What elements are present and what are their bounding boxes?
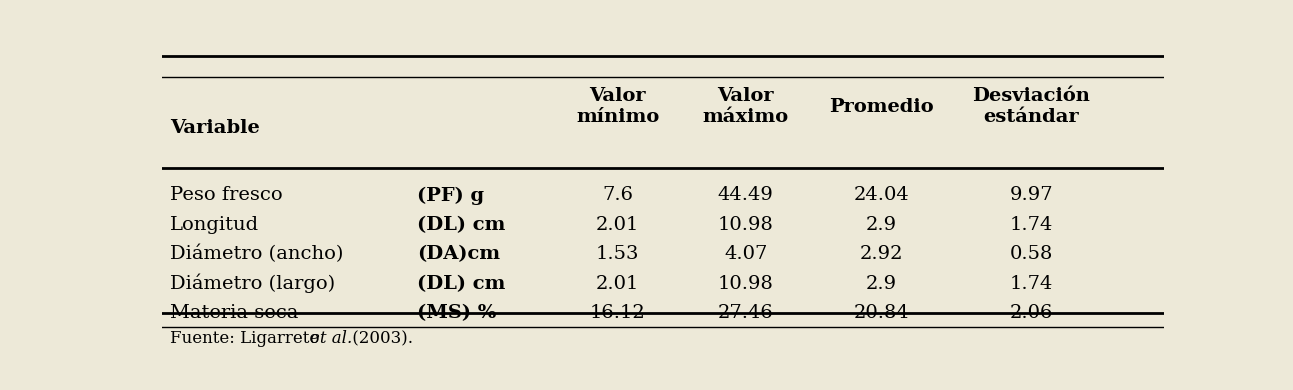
Text: (PF) g: (PF) g <box>418 186 485 205</box>
Text: 10.98: 10.98 <box>718 275 773 293</box>
Text: 2.9: 2.9 <box>865 216 896 234</box>
Text: 2.01: 2.01 <box>596 275 639 293</box>
Text: (2003).: (2003). <box>347 330 412 347</box>
Text: 2.01: 2.01 <box>596 216 639 234</box>
Text: (DA)cm: (DA)cm <box>418 245 500 263</box>
Text: 1.53: 1.53 <box>596 245 639 263</box>
Text: 27.46: 27.46 <box>718 304 773 322</box>
Text: (MS) %: (MS) % <box>418 304 497 322</box>
Text: Fuente: Ligarreto: Fuente: Ligarreto <box>169 330 325 347</box>
Text: 10.98: 10.98 <box>718 216 773 234</box>
Text: 0.58: 0.58 <box>1010 245 1053 263</box>
Text: 4.07: 4.07 <box>724 245 768 263</box>
Text: 1.74: 1.74 <box>1010 275 1053 293</box>
Text: 2.06: 2.06 <box>1010 304 1053 322</box>
Text: 7.6: 7.6 <box>603 186 634 204</box>
Text: 2.92: 2.92 <box>860 245 903 263</box>
Text: 1.74: 1.74 <box>1010 216 1053 234</box>
Text: Materia seca: Materia seca <box>169 304 297 322</box>
Text: Diámetro (largo): Diámetro (largo) <box>169 274 335 294</box>
Text: (DL) cm: (DL) cm <box>418 275 506 293</box>
Text: 20.84: 20.84 <box>853 304 909 322</box>
Text: Longitud: Longitud <box>169 216 259 234</box>
Text: Promedio: Promedio <box>829 98 934 116</box>
Text: 24.04: 24.04 <box>853 186 909 204</box>
Text: 9.97: 9.97 <box>1010 186 1054 204</box>
Text: Valor
mínimo: Valor mínimo <box>575 87 659 126</box>
Text: 16.12: 16.12 <box>590 304 645 322</box>
Text: Variable: Variable <box>169 119 260 137</box>
Text: (DL) cm: (DL) cm <box>418 216 506 234</box>
Text: Valor
máximo: Valor máximo <box>703 87 789 126</box>
Text: Diámetro (ancho): Diámetro (ancho) <box>169 245 343 264</box>
Text: Desviación
estándar: Desviación estándar <box>972 87 1090 126</box>
Text: 44.49: 44.49 <box>718 186 773 204</box>
Text: et al.: et al. <box>310 330 352 347</box>
Text: Peso fresco: Peso fresco <box>169 186 282 204</box>
Text: 2.9: 2.9 <box>865 275 896 293</box>
